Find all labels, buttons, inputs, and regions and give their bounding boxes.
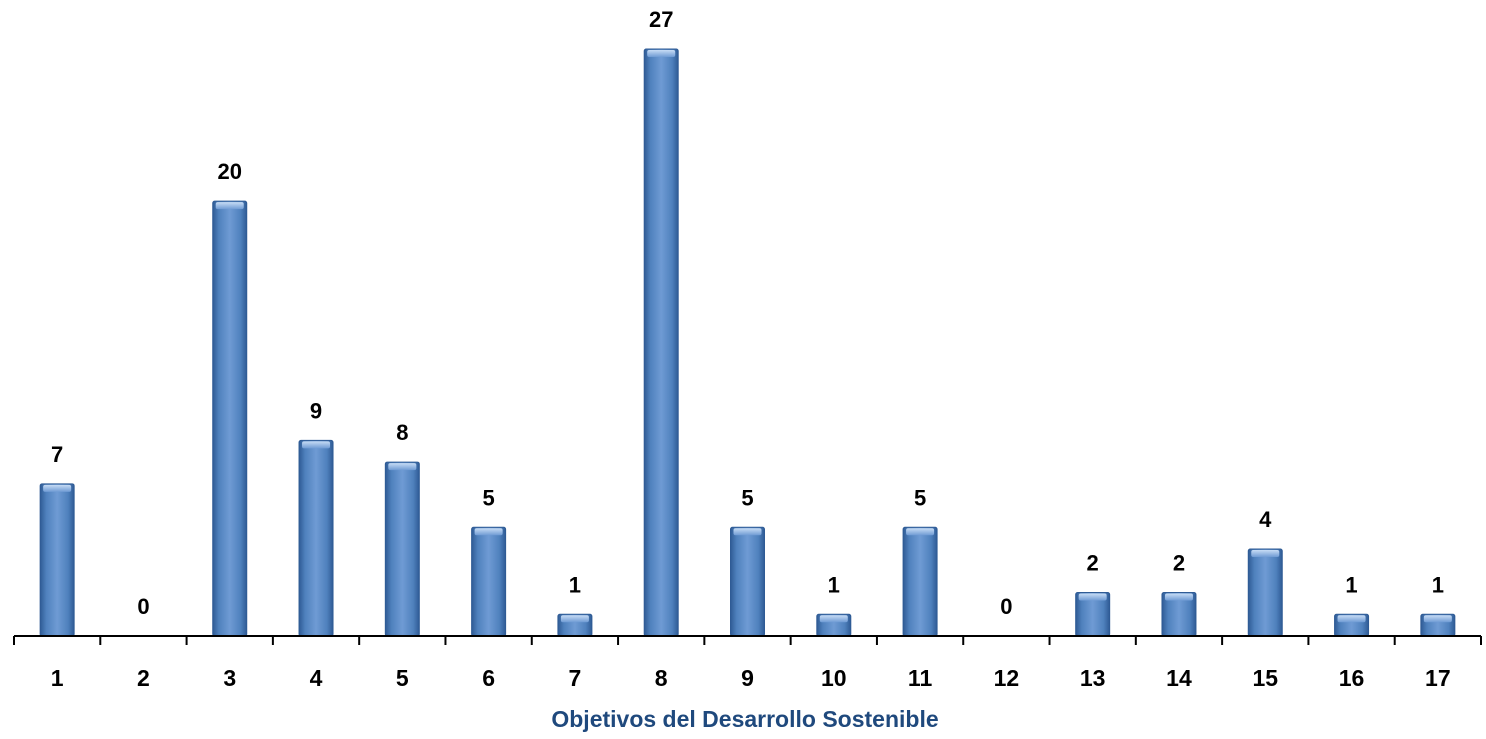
data-label-9: 5 [741,485,753,510]
data-label-5: 8 [396,420,408,445]
bar-highlight-13 [1078,593,1107,601]
bar-highlight-4 [302,441,331,449]
bar-1 [39,483,75,637]
data-label-11: 5 [914,485,926,510]
x-tick-label-13: 13 [1080,665,1106,691]
x-tick-label-11: 11 [908,665,933,691]
x-tick-label-2: 2 [137,665,150,691]
bar-6 [471,526,507,637]
x-tick-label-3: 3 [223,665,236,691]
bar-highlight-3 [215,202,244,210]
data-label-3: 20 [217,159,241,184]
x-tick-label-14: 14 [1166,665,1192,691]
data-label-13: 2 [1087,551,1099,576]
x-tick-label-12: 12 [994,665,1020,691]
x-tick-label-1: 1 [51,665,64,691]
x-tick-label-7: 7 [569,665,582,691]
bars-group [39,48,1456,637]
bar-highlight-10 [819,615,848,623]
data-label-16: 1 [1345,572,1357,597]
bar-9 [730,526,765,637]
x-tick-labels-group: 1 2 3 4 5 6 7 8 9 10 11 12 13 14 15 16 17 [51,665,1451,691]
x-axis-ticks [13,636,1482,645]
x-tick-label-17: 17 [1425,665,1451,691]
data-label-1: 7 [51,442,63,467]
bar-highlight-7 [560,615,589,623]
bar-highlight-8 [647,50,676,57]
data-label-12: 0 [1000,594,1012,619]
data-label-10: 1 [828,572,840,597]
bar-highlight-14 [1164,593,1193,601]
bar-15 [1247,548,1283,637]
data-label-14: 2 [1173,551,1185,576]
x-tick-label-16: 16 [1339,665,1365,691]
data-label-17: 1 [1432,572,1444,597]
bar-highlight-16 [1337,615,1366,623]
data-label-2: 0 [137,594,149,619]
bar-11 [902,526,938,637]
bar-highlight-1 [43,484,72,492]
bar-highlight-9 [733,528,762,536]
x-tick-label-6: 6 [482,665,495,691]
bar-8 [643,48,679,637]
data-label-15: 4 [1259,507,1272,532]
x-tick-label-10: 10 [821,665,847,691]
bar-highlight-6 [474,528,503,536]
data-label-4: 9 [310,398,322,423]
bar-3 [212,200,248,637]
x-tick-label-15: 15 [1252,665,1278,691]
bar-highlight-15 [1251,550,1280,558]
x-axis-title: Objetivos del Desarrollo Sostenible [551,706,938,732]
data-label-7: 1 [569,572,581,597]
bar-highlight-5 [388,463,417,471]
bar-highlight-17 [1423,615,1452,623]
data-label-6: 5 [482,485,494,510]
x-tick-label-9: 9 [741,665,754,691]
x-tick-label-8: 8 [655,665,668,691]
bar-highlight-11 [906,528,935,536]
value-labels-group: 7 0 20 9 8 5 1 27 5 1 5 0 2 2 4 1 1 [51,7,1444,619]
bar-5 [384,461,420,637]
x-tick-label-4: 4 [310,665,323,691]
bar-4 [298,439,334,637]
data-label-8: 27 [649,7,673,32]
x-tick-label-5: 5 [396,665,409,691]
